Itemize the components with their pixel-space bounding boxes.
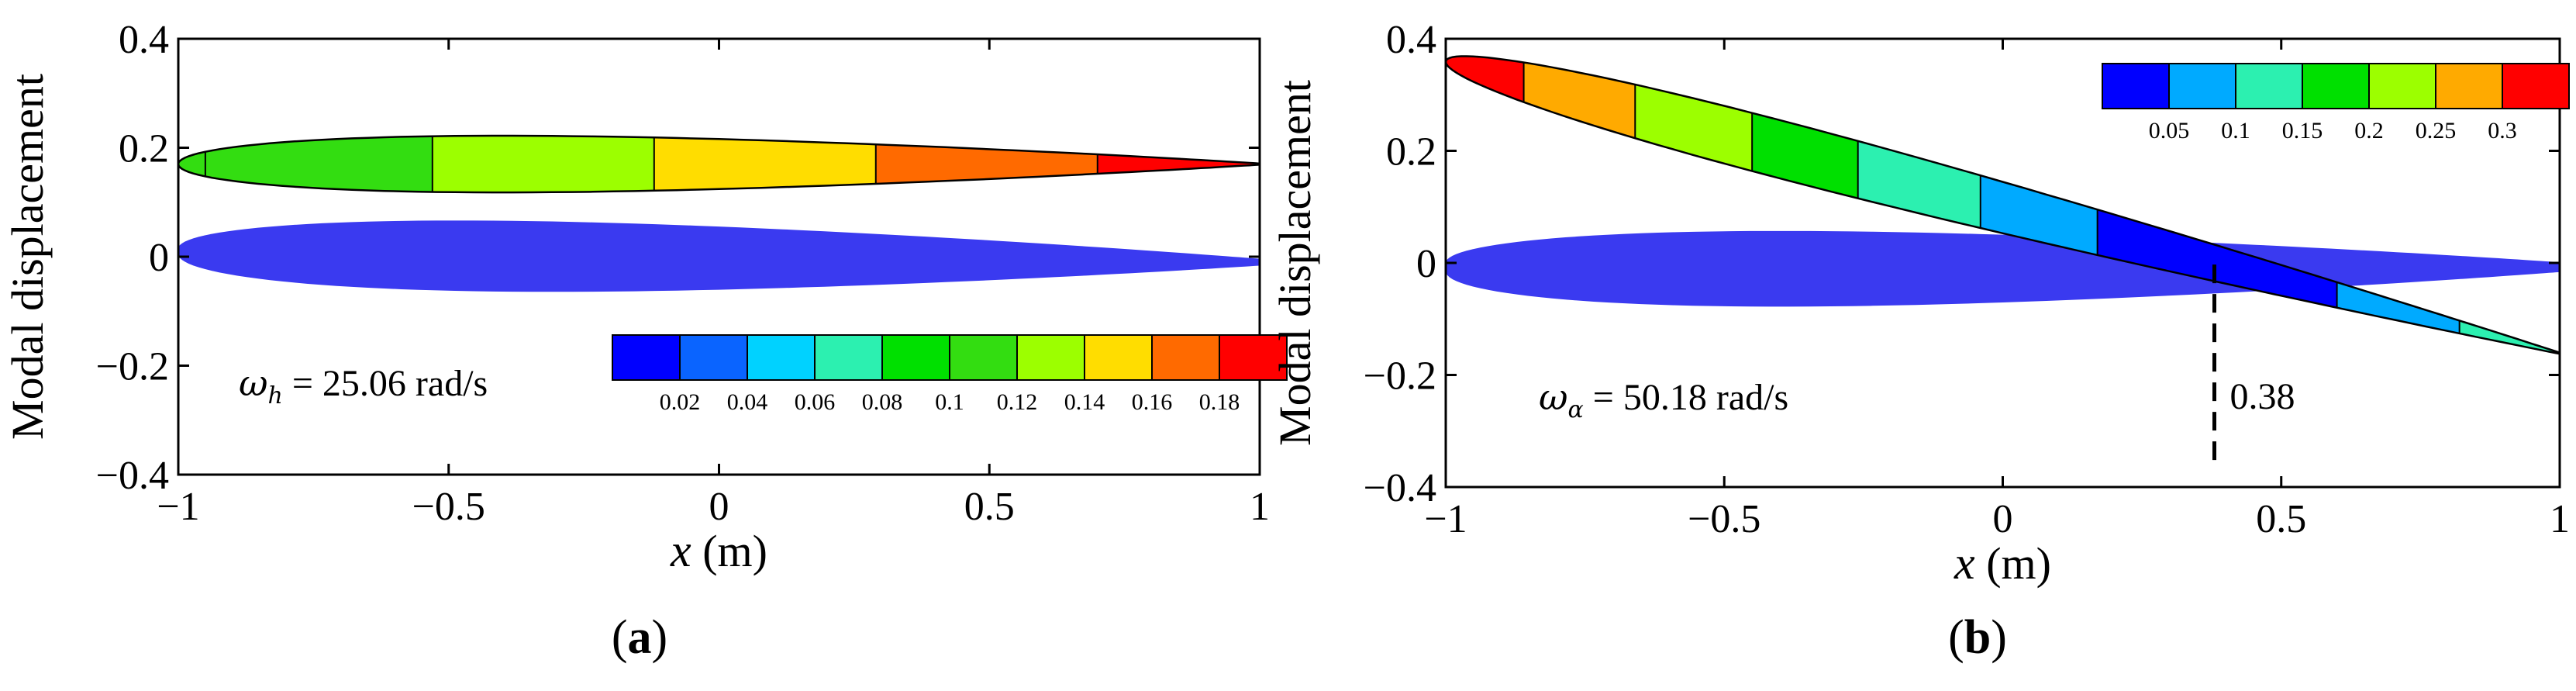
panel-a-legend: 0.02 0.04 0.06 0.08 0.1 0.12 0.14 0.16 0.18 — [612, 334, 1288, 415]
legend-swatch — [2235, 63, 2303, 109]
panel-a-mode-value: = 25.06 rad/s — [283, 363, 488, 404]
panel-a-mode-subscript: h — [268, 382, 283, 409]
legend-label: 0.2 — [2354, 118, 2384, 143]
legend-swatch — [1151, 334, 1220, 381]
contour-band — [1523, 61, 1636, 139]
panel-b-caption: (b) — [1948, 611, 2007, 664]
legend-swatch — [2435, 63, 2503, 109]
panel-a-x-unit: (m) — [691, 526, 767, 576]
panel-a-x-var: x — [670, 525, 691, 576]
legend-label: 0.1 — [2221, 118, 2250, 143]
legend-swatch — [1084, 334, 1153, 381]
legend-label: 0.06 — [795, 389, 836, 415]
panel-b-plot-area — [1444, 55, 2561, 356]
y-tick-label: −0.4 — [1364, 466, 1436, 510]
x-tick-label: −0.5 — [1688, 497, 1760, 541]
x-tick-label: 0 — [709, 485, 729, 529]
legend-label: 0.04 — [727, 389, 768, 415]
legend-label: 0.08 — [862, 389, 903, 415]
y-tick-label: −0.4 — [96, 454, 169, 498]
y-tick-label: 0.2 — [1386, 130, 1436, 174]
contour-band — [653, 136, 877, 192]
legend-swatch — [612, 334, 681, 381]
panel-a-y-axis-label: Modal displacement — [2, 74, 53, 440]
legend-label: 0.05 — [2149, 118, 2190, 143]
legend-swatch — [814, 334, 883, 381]
x-tick-label: −1 — [1424, 497, 1467, 541]
legend-swatch — [949, 334, 1018, 381]
legend-label: 0.12 — [997, 389, 1038, 415]
x-tick-label: 0 — [1993, 497, 2013, 541]
contour-band — [432, 135, 655, 193]
legend-label: 0.3 — [2488, 118, 2517, 143]
x-tick-label: −0.5 — [412, 485, 485, 529]
legend-swatch — [2102, 63, 2170, 109]
x-tick-label: −1 — [157, 485, 199, 529]
panel-b-x-axis-label: x (m) — [1954, 537, 2051, 589]
y-tick-label: 0.2 — [119, 127, 169, 171]
panel-b-mode-symbol: ω — [1539, 376, 1568, 418]
x-tick-label: 0.5 — [2256, 497, 2306, 541]
legend-label: 0.1 — [935, 389, 964, 415]
legend-label: 0.14 — [1064, 389, 1105, 415]
panel-b-x-unit: (m) — [1975, 538, 2051, 589]
x-tick-label: 1 — [1250, 485, 1270, 529]
panel-b-caption-letter: b — [1964, 611, 1991, 664]
contour-band — [205, 136, 433, 193]
panel-a-caption-letter: a — [628, 611, 652, 664]
contour-band — [2336, 282, 2460, 334]
panel-a: −1 −0.5 0 0.5 1 −0.4 −0.2 0 0.2 0.4 Modal displac… — [2, 18, 1288, 664]
legend-swatch — [2302, 63, 2370, 109]
y-tick-label: 0.4 — [1386, 18, 1436, 62]
legend-label: 0.15 — [2282, 118, 2323, 143]
panel-a-mode-symbol: ω — [239, 362, 268, 404]
undeformed-airfoil — [1446, 230, 2560, 307]
legend-swatch — [1016, 334, 1085, 381]
x-tick-label: 0.5 — [964, 485, 1015, 529]
legend-label: 0.18 — [1199, 389, 1240, 415]
panel-b: −1 −0.5 0 0.5 1 −0.4 −0.2 0 0.2 0.4 Modal displac… — [1270, 18, 2570, 664]
undeformed-airfoil — [178, 220, 1260, 292]
panel-b-mode-label: ωα = 50.18 rad/s — [1539, 376, 1788, 423]
x-tick-label: 1 — [2550, 497, 2570, 541]
panel-b-legend: 0.05 0.1 0.15 0.2 0.25 0.3 — [2102, 63, 2570, 143]
panel-b-ticks: −1 −0.5 0 0.5 1 −0.4 −0.2 0 0.2 0.4 — [1364, 18, 2570, 541]
panel-a-ticks: −1 −0.5 0 0.5 1 −0.4 −0.2 0 0.2 0.4 — [96, 18, 1270, 529]
legend-swatch — [679, 334, 748, 381]
y-tick-label: 0.4 — [119, 18, 169, 62]
y-tick-label: −0.2 — [1364, 354, 1436, 399]
panel-b-x-var: x — [1954, 537, 1975, 589]
panel-a-plot-area — [177, 134, 1261, 292]
panel-b-y-axis-label: Modal displacement — [1270, 80, 1320, 446]
y-tick-label: −0.2 — [96, 345, 169, 389]
panel-a-caption: (a) — [612, 611, 667, 664]
contour-band — [1857, 140, 1981, 229]
contour-band — [1097, 154, 1260, 174]
legend-swatch — [881, 334, 950, 381]
panel-a-x-axis-label: x (m) — [670, 525, 767, 576]
legend-label: 0.02 — [660, 389, 701, 415]
legend-swatch — [2168, 63, 2236, 109]
panel-a-mode-label: ωh = 25.06 rad/s — [239, 362, 488, 409]
y-tick-label: 0 — [149, 236, 169, 280]
y-tick-label: 0 — [1416, 242, 1436, 286]
legend-swatch — [2502, 63, 2570, 109]
legend-label: 0.25 — [2416, 118, 2457, 143]
panel-b-pivot-label: 0.38 — [2230, 376, 2295, 417]
contour-band — [1445, 56, 1525, 103]
legend-label: 0.16 — [1132, 389, 1173, 415]
legend-swatch — [747, 334, 816, 381]
legend-swatch — [2368, 63, 2436, 109]
contour-band — [875, 143, 1098, 185]
panel-b-mode-subscript: α — [1568, 396, 1584, 423]
legend-swatch — [1219, 334, 1288, 381]
panel-b-mode-value: = 50.18 rad/s — [1584, 377, 1788, 418]
